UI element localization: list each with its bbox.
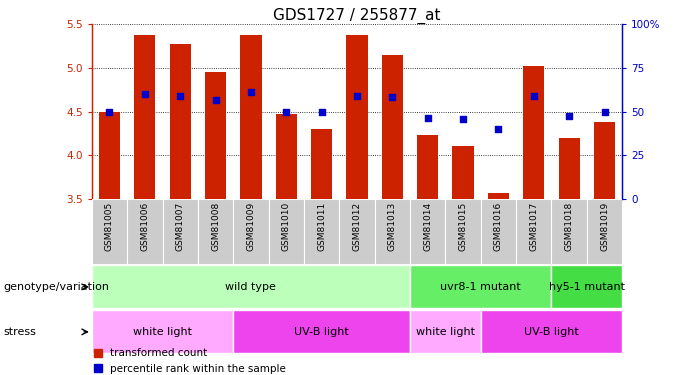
Bar xyxy=(169,44,191,199)
Bar xyxy=(523,66,545,199)
Bar xyxy=(452,147,474,199)
Legend: transformed count, percentile rank within the sample: transformed count, percentile rank withi… xyxy=(94,348,286,374)
Point xyxy=(528,93,539,99)
Text: GSM81007: GSM81007 xyxy=(175,202,185,251)
Title: GDS1727 / 255877_at: GDS1727 / 255877_at xyxy=(273,8,441,24)
Point xyxy=(139,91,150,97)
Bar xyxy=(205,72,226,199)
Point xyxy=(316,109,327,115)
Text: UV-B light: UV-B light xyxy=(294,327,349,337)
Bar xyxy=(417,135,439,199)
Point xyxy=(281,109,292,115)
Bar xyxy=(381,55,403,199)
Bar xyxy=(92,265,410,309)
Bar xyxy=(127,199,163,264)
Text: GSM81006: GSM81006 xyxy=(140,202,150,251)
Bar xyxy=(134,35,156,199)
Bar xyxy=(551,265,622,309)
Text: GSM81008: GSM81008 xyxy=(211,202,220,251)
Text: GSM81015: GSM81015 xyxy=(458,202,468,251)
Point xyxy=(422,115,433,121)
Bar xyxy=(311,129,333,199)
Bar xyxy=(445,199,481,264)
Bar xyxy=(481,310,622,354)
Point xyxy=(104,109,115,115)
Bar xyxy=(339,199,375,264)
Bar xyxy=(275,114,297,199)
Text: GSM81010: GSM81010 xyxy=(282,202,291,251)
Text: GSM81018: GSM81018 xyxy=(564,202,574,251)
Bar xyxy=(551,199,587,264)
Point xyxy=(564,113,575,119)
Bar xyxy=(516,199,551,264)
Text: GSM81012: GSM81012 xyxy=(352,202,362,251)
Text: GSM81014: GSM81014 xyxy=(423,202,432,251)
Point xyxy=(352,93,362,99)
Bar xyxy=(594,122,615,199)
Point xyxy=(210,97,221,103)
Bar xyxy=(198,199,233,264)
Point xyxy=(493,126,504,132)
Bar xyxy=(488,193,509,199)
Point xyxy=(175,93,186,99)
Bar xyxy=(92,310,233,354)
Text: uvr8-1 mutant: uvr8-1 mutant xyxy=(441,282,521,292)
Point xyxy=(387,94,398,100)
Bar xyxy=(587,199,622,264)
Bar xyxy=(92,199,127,264)
Text: white light: white light xyxy=(133,327,192,337)
Bar xyxy=(375,199,410,264)
Text: GSM81019: GSM81019 xyxy=(600,202,609,251)
Text: GSM81017: GSM81017 xyxy=(529,202,539,251)
Text: GSM81013: GSM81013 xyxy=(388,202,397,251)
Text: white light: white light xyxy=(416,327,475,337)
Text: GSM81011: GSM81011 xyxy=(317,202,326,251)
Text: UV-B light: UV-B light xyxy=(524,327,579,337)
Text: GSM81005: GSM81005 xyxy=(105,202,114,251)
Point xyxy=(245,89,256,95)
Bar xyxy=(558,138,580,199)
Text: GSM81016: GSM81016 xyxy=(494,202,503,251)
Bar xyxy=(269,199,304,264)
Bar xyxy=(304,199,339,264)
Point xyxy=(458,116,469,122)
Bar xyxy=(163,199,198,264)
Bar xyxy=(410,310,481,354)
Bar xyxy=(410,265,551,309)
Bar xyxy=(346,35,368,199)
Bar xyxy=(233,199,269,264)
Bar xyxy=(410,199,445,264)
Bar xyxy=(481,199,516,264)
Bar xyxy=(240,35,262,199)
Text: hy5-1 mutant: hy5-1 mutant xyxy=(549,282,625,292)
Bar xyxy=(99,112,120,199)
Bar xyxy=(233,310,410,354)
Text: wild type: wild type xyxy=(226,282,276,292)
Point xyxy=(599,109,610,115)
Text: genotype/variation: genotype/variation xyxy=(3,282,109,292)
Text: stress: stress xyxy=(3,327,36,337)
Text: GSM81009: GSM81009 xyxy=(246,202,256,251)
